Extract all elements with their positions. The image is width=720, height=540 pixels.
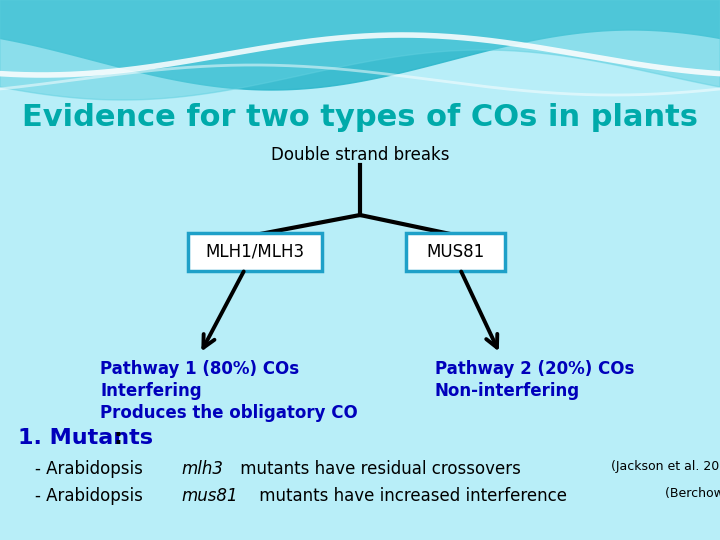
Text: mutants have residual crossovers: mutants have residual crossovers — [235, 460, 526, 478]
Text: mus81: mus81 — [181, 487, 238, 505]
Text: Non-interfering: Non-interfering — [435, 382, 580, 400]
Text: (Berchowitz et al. 2007): (Berchowitz et al. 2007) — [665, 487, 720, 500]
Text: Interfering: Interfering — [100, 382, 202, 400]
Text: MUS81: MUS81 — [426, 243, 484, 261]
Text: Pathway 2 (20%) COs: Pathway 2 (20%) COs — [435, 360, 634, 378]
Text: Pathway 1 (80%) COs: Pathway 1 (80%) COs — [100, 360, 299, 378]
FancyBboxPatch shape — [188, 233, 322, 271]
Text: Evidence for two types of COs in plants: Evidence for two types of COs in plants — [22, 104, 698, 132]
Text: - Arabidopsis: - Arabidopsis — [35, 487, 148, 505]
Text: - Arabidopsis: - Arabidopsis — [35, 460, 148, 478]
Text: :: : — [113, 428, 122, 448]
Text: Double strand breaks: Double strand breaks — [271, 146, 449, 164]
Text: 1. Mutants: 1. Mutants — [18, 428, 153, 448]
FancyBboxPatch shape — [405, 233, 505, 271]
Text: Produces the obligatory CO: Produces the obligatory CO — [100, 404, 358, 422]
Text: mutants have increased interference: mutants have increased interference — [254, 487, 572, 505]
Text: mlh3: mlh3 — [181, 460, 223, 478]
Text: MLH1/MLH3: MLH1/MLH3 — [205, 243, 305, 261]
Text: (Jackson et al. 2006).: (Jackson et al. 2006). — [611, 460, 720, 473]
